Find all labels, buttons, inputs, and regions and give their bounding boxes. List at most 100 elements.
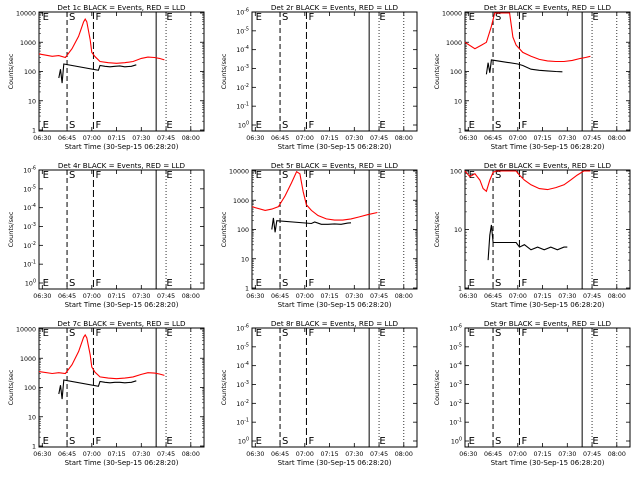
chart-panel-3: Det 3r BLACK = Events, RED = LLD Start Ti… bbox=[433, 3, 631, 151]
chart-panel-8: Det 8r BLACK = Events, RED = LLD Start Ti… bbox=[220, 319, 418, 467]
y-tick-label: 10000 bbox=[16, 11, 36, 18]
marker-label-bottom: E bbox=[592, 120, 598, 131]
marker-label-top: S bbox=[495, 328, 501, 339]
marker-label-bottom: E bbox=[256, 278, 262, 289]
marker-label-bottom: S bbox=[282, 436, 288, 447]
events-series-line bbox=[271, 217, 352, 233]
x-tick-label: 07:00 bbox=[83, 293, 101, 300]
y-tick-label: 100 bbox=[450, 169, 462, 176]
x-axis-label: Start Time (30-Sep-15 06:28:20) bbox=[65, 301, 179, 309]
y-tick-label: 100 bbox=[238, 121, 249, 130]
x-tick-label: 08:00 bbox=[608, 135, 626, 142]
events-series-line bbox=[58, 379, 137, 400]
marker-label-top: S bbox=[495, 12, 501, 23]
chart-title: Det 1c BLACK = Events, RED = LLD bbox=[57, 3, 186, 12]
y-axis-label: Counts/sec bbox=[433, 53, 441, 89]
marker-label-top: E bbox=[256, 12, 262, 23]
x-tick-label: 06:45 bbox=[58, 451, 76, 458]
marker-label-bottom: S bbox=[495, 120, 501, 131]
marker-label-top: E bbox=[166, 328, 172, 339]
x-tick-label: 07:45 bbox=[370, 135, 388, 142]
x-tick-label: 07:00 bbox=[83, 451, 101, 458]
chart-panel-1: Det 1c BLACK = Events, RED = LLD Start Ti… bbox=[7, 3, 205, 151]
y-axis-label: Counts/sec bbox=[220, 369, 228, 405]
y-axis-label: Counts/sec bbox=[220, 211, 228, 247]
marker-label-top: S bbox=[282, 328, 288, 339]
marker-label-top: F bbox=[308, 328, 314, 339]
chart-title: Det 2r BLACK = Events, RED = LLD bbox=[271, 3, 399, 12]
y-tick-label: 10-6 bbox=[236, 8, 249, 17]
plot-frame bbox=[464, 327, 631, 448]
x-tick-label: 08:00 bbox=[395, 451, 413, 458]
x-tick-label: 07:15 bbox=[107, 135, 125, 142]
marker-label-top: E bbox=[43, 170, 49, 181]
x-tick-label: 06:45 bbox=[271, 135, 289, 142]
marker-label-bottom: S bbox=[69, 436, 75, 447]
x-tick-label: 07:00 bbox=[296, 135, 314, 142]
x-axis-label: Start Time (30-Sep-15 06:28:20) bbox=[65, 459, 179, 467]
y-tick-label: 10 bbox=[241, 256, 249, 263]
x-tick-label: 07:15 bbox=[533, 135, 551, 142]
x-tick-label: 07:45 bbox=[583, 451, 601, 458]
marker-label-bottom: E bbox=[379, 278, 385, 289]
x-tick-label: 07:15 bbox=[533, 293, 551, 300]
marker-label-top: S bbox=[495, 170, 501, 181]
y-tick-label: 10 bbox=[28, 98, 36, 105]
marker-label-bottom: F bbox=[95, 436, 101, 447]
y-tick-label: 10-5 bbox=[23, 184, 36, 193]
x-tick-label: 07:30 bbox=[132, 293, 150, 300]
marker-label-top: S bbox=[69, 170, 75, 181]
y-tick-label: 10-3 bbox=[236, 380, 249, 389]
x-tick-label: 07:45 bbox=[583, 293, 601, 300]
x-tick-label: 06:30 bbox=[33, 451, 51, 458]
x-tick-label: 06:30 bbox=[246, 451, 264, 458]
x-axis-label: Start Time (30-Sep-15 06:28:20) bbox=[278, 459, 392, 467]
x-tick-label: 07:30 bbox=[132, 451, 150, 458]
marker-label-bottom: F bbox=[308, 278, 314, 289]
x-tick-label: 08:00 bbox=[182, 451, 200, 458]
x-tick-label: 07:45 bbox=[157, 135, 175, 142]
y-tick-label: 10-6 bbox=[449, 324, 462, 333]
y-tick-label: 10-2 bbox=[236, 83, 249, 92]
y-axis-label: Counts/sec bbox=[433, 369, 441, 405]
marker-label-bottom: F bbox=[521, 436, 527, 447]
y-tick-label: 10-1 bbox=[23, 260, 36, 269]
x-tick-label: 07:30 bbox=[345, 451, 363, 458]
marker-label-bottom: E bbox=[469, 436, 475, 447]
x-tick-label: 07:30 bbox=[345, 135, 363, 142]
marker-label-bottom: E bbox=[469, 278, 475, 289]
y-tick-label: 10 bbox=[454, 98, 462, 105]
marker-label-bottom: E bbox=[592, 278, 598, 289]
x-tick-label: 08:00 bbox=[182, 135, 200, 142]
chart-panel-4: Det 4r BLACK = Events, RED = LLD Start Ti… bbox=[7, 161, 205, 309]
x-tick-label: 06:45 bbox=[484, 293, 502, 300]
marker-label-top: E bbox=[256, 328, 262, 339]
marker-label-top: E bbox=[166, 170, 172, 181]
chart-title: Det 9r BLACK = Events, RED = LLD bbox=[484, 319, 612, 328]
marker-label-bottom: E bbox=[379, 120, 385, 131]
lld-series-line bbox=[464, 170, 591, 193]
marker-label-top: F bbox=[308, 170, 314, 181]
marker-label-top: F bbox=[95, 328, 101, 339]
plot-frame bbox=[38, 169, 205, 290]
marker-label-bottom: S bbox=[495, 278, 501, 289]
x-tick-label: 08:00 bbox=[182, 293, 200, 300]
y-tick-label: 10-2 bbox=[449, 399, 462, 408]
lld-series-line bbox=[464, 12, 591, 63]
y-tick-label: 100 bbox=[450, 69, 462, 76]
y-tick-label: 10-5 bbox=[236, 342, 249, 351]
marker-label-bottom: E bbox=[43, 120, 49, 131]
marker-label-bottom: S bbox=[69, 120, 75, 131]
x-tick-label: 07:30 bbox=[558, 135, 576, 142]
x-tick-label: 08:00 bbox=[608, 451, 626, 458]
x-tick-label: 06:45 bbox=[58, 293, 76, 300]
events-series-line bbox=[485, 59, 563, 75]
x-tick-label: 06:45 bbox=[271, 451, 289, 458]
y-tick-label: 10000 bbox=[442, 11, 462, 18]
marker-label-top: E bbox=[592, 170, 598, 181]
plot-frame bbox=[251, 11, 418, 132]
chart-panel-9: Det 9r BLACK = Events, RED = LLD Start Ti… bbox=[433, 319, 631, 467]
y-axis-label: Counts/sec bbox=[7, 53, 15, 89]
x-tick-label: 06:45 bbox=[484, 135, 502, 142]
chart-panel-7: Det 7c BLACK = Events, RED = LLD Start Ti… bbox=[7, 319, 205, 467]
